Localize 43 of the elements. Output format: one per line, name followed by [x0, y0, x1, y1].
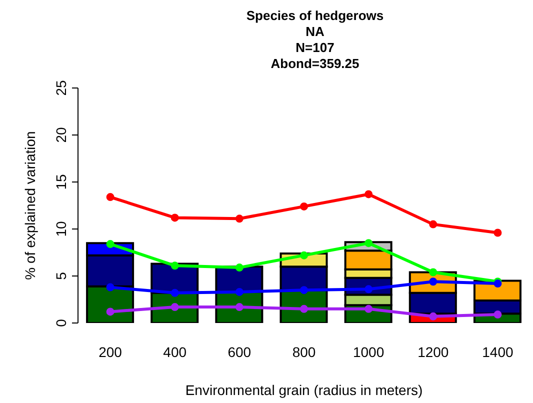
point — [300, 286, 308, 294]
chart-title: Species of hedgerows — [245, 8, 385, 24]
y-tick-label: 25 — [53, 80, 69, 96]
point — [494, 310, 502, 319]
point — [170, 262, 179, 270]
y-axis-title: % of explained variation — [22, 131, 38, 280]
y-tick-label: 20 — [53, 127, 69, 143]
point — [235, 214, 244, 223]
point — [300, 251, 308, 260]
point — [106, 308, 114, 316]
x-tick-label: 800 — [292, 344, 316, 360]
point — [300, 202, 308, 210]
point — [429, 278, 438, 286]
y-tick-label: 5 — [53, 272, 69, 280]
point — [106, 283, 114, 292]
point — [170, 214, 179, 222]
x-tick-label: 1200 — [418, 344, 449, 360]
x-tick-label: 600 — [228, 344, 252, 360]
point — [429, 312, 438, 320]
y-tick-label: 10 — [53, 221, 69, 237]
point — [364, 285, 373, 294]
point — [106, 240, 114, 248]
point — [364, 239, 373, 248]
chart-subtitle: NA N=107 Abond=359.25 — [270, 24, 360, 72]
point — [494, 228, 502, 237]
x-tick-label: 400 — [163, 344, 187, 360]
point — [170, 288, 179, 297]
x-tick-label: 1400 — [482, 344, 514, 360]
point — [235, 303, 244, 312]
point — [235, 288, 244, 296]
y-tick-label: 15 — [53, 174, 69, 190]
point — [429, 220, 438, 228]
point — [429, 268, 438, 276]
point — [170, 303, 179, 312]
point — [300, 304, 308, 313]
point — [235, 264, 244, 272]
y-tick-label: 0 — [53, 318, 69, 327]
x-axis-title: Environmental grain (radius in meters) — [185, 382, 423, 398]
point — [364, 304, 373, 313]
x-tick-label: 200 — [98, 344, 122, 360]
point — [106, 193, 114, 202]
x-tick-label: 1000 — [352, 344, 384, 360]
point — [364, 190, 373, 198]
